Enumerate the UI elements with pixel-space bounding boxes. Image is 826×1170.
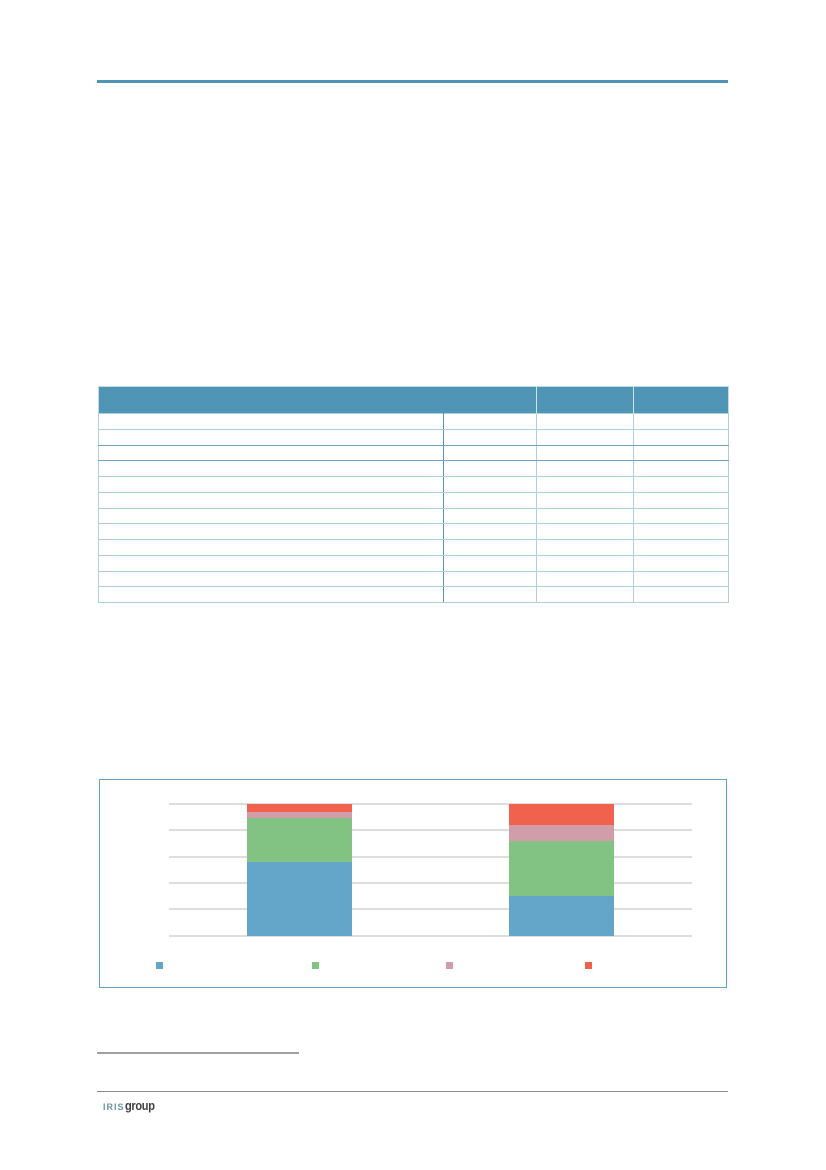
- table-cell: [443, 460, 537, 477]
- table-row: [98, 554, 729, 572]
- bar-segment: [247, 861, 352, 936]
- table-cell: [98, 523, 444, 540]
- bar-segment: [509, 825, 614, 841]
- table-cell: [633, 507, 729, 525]
- table-cell: [443, 570, 537, 588]
- table-row: [98, 586, 729, 603]
- table-cell: [536, 428, 634, 446]
- table-cell: [98, 570, 444, 588]
- bar-stack: [509, 804, 614, 936]
- table-cell: [633, 413, 729, 430]
- table-cell: [443, 523, 537, 540]
- table-cell: [443, 444, 537, 462]
- table-cell: [98, 476, 444, 493]
- gridline: [169, 829, 692, 832]
- legend-swatch: [312, 962, 319, 969]
- table-cell: [633, 428, 729, 446]
- bar-segment: [247, 811, 352, 819]
- table-cell: [443, 428, 537, 446]
- table-row: [98, 413, 729, 430]
- legend-swatch: [156, 962, 163, 969]
- table-cell: [536, 413, 634, 430]
- table-row: [98, 444, 729, 462]
- bar-segment: [509, 804, 614, 826]
- table-row: [98, 428, 729, 446]
- table-body: [98, 413, 729, 603]
- table-cell: [536, 491, 634, 509]
- table-cell: [98, 460, 444, 477]
- legend-swatch: [585, 962, 592, 969]
- table-cell: [443, 586, 537, 603]
- table-cell: [98, 428, 444, 446]
- table-cell: [633, 523, 729, 540]
- table-cell: [98, 444, 444, 462]
- bar-segment: [247, 804, 352, 812]
- table-cell: [443, 491, 537, 509]
- table-cell: [536, 460, 634, 477]
- table-cell: [633, 444, 729, 462]
- table-cell: [98, 507, 444, 525]
- table-cell: [536, 570, 634, 588]
- iris-group-logo: IRIS group: [103, 1098, 159, 1113]
- table-row: [98, 476, 729, 493]
- table-row: [98, 491, 729, 509]
- logo-text-group: group: [124, 1098, 155, 1113]
- logo-text-iris: IRIS: [103, 1102, 125, 1112]
- legend-swatch: [446, 962, 453, 969]
- footnote-divider: [97, 1052, 299, 1054]
- bar-stack: [247, 804, 352, 936]
- gridline: [169, 934, 692, 937]
- table-cell: [98, 554, 444, 572]
- data-table: [98, 386, 729, 603]
- table-header-cell: [536, 386, 634, 414]
- table-cell: [98, 539, 444, 556]
- table-cell: [536, 507, 634, 525]
- table-cell: [633, 586, 729, 603]
- table-cell: [536, 586, 634, 603]
- table-cell: [443, 476, 537, 493]
- table-cell: [536, 523, 634, 540]
- table-row: [98, 523, 729, 540]
- table-header-cell: [633, 386, 729, 414]
- table-cell: [98, 586, 444, 603]
- table-row: [98, 539, 729, 556]
- table-header-row: [98, 386, 729, 414]
- table-row: [98, 570, 729, 588]
- table-cell: [443, 554, 537, 572]
- bar-segment: [509, 840, 614, 897]
- table-cell: [536, 554, 634, 572]
- gridline: [169, 855, 692, 858]
- table-cell: [536, 444, 634, 462]
- table-cell: [633, 476, 729, 493]
- gridline: [169, 908, 692, 911]
- table-cell: [536, 539, 634, 556]
- table-cell: [98, 413, 444, 430]
- table-cell: [633, 491, 729, 509]
- table-cell: [633, 570, 729, 588]
- table-cell: [443, 539, 537, 556]
- chart-frame: [99, 779, 727, 988]
- table-cell: [443, 413, 537, 430]
- table-row: [98, 507, 729, 525]
- table-cell: [633, 460, 729, 477]
- table-cell: [633, 539, 729, 556]
- top-divider: [97, 80, 728, 83]
- bar-segment: [247, 818, 352, 862]
- table-row: [98, 460, 729, 477]
- gridline: [169, 803, 692, 805]
- table-cell: [633, 554, 729, 572]
- table-header-cell: [98, 386, 537, 414]
- table-cell: [536, 476, 634, 493]
- gridline: [169, 881, 692, 884]
- bar-segment: [509, 896, 614, 936]
- footer-divider: [97, 1091, 728, 1092]
- table-cell: [98, 491, 444, 509]
- table-cell: [443, 507, 537, 525]
